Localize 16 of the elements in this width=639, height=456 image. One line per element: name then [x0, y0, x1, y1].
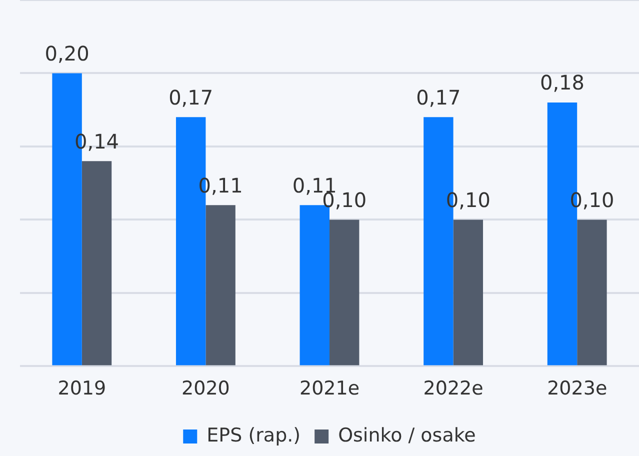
data-label: 0,17	[416, 85, 461, 110]
x-tick-label: 2020	[182, 378, 230, 400]
x-tick-label: 2023e	[547, 378, 608, 400]
x-tick-label: 2021e	[299, 378, 360, 400]
data-label: 0,20	[44, 41, 90, 66]
bar	[453, 220, 484, 366]
bar	[577, 220, 607, 366]
legend-label: Osinko / osake	[338, 424, 476, 446]
x-tick-label: 2022e	[423, 378, 484, 400]
data-label: 0,17	[168, 85, 214, 110]
bar	[330, 220, 360, 366]
bar	[82, 161, 112, 366]
x-tick-label: 2019	[58, 378, 106, 400]
data-label: 0,18	[540, 70, 585, 95]
bar	[206, 205, 236, 366]
legend-label: EPS (rap.)	[206, 424, 301, 446]
